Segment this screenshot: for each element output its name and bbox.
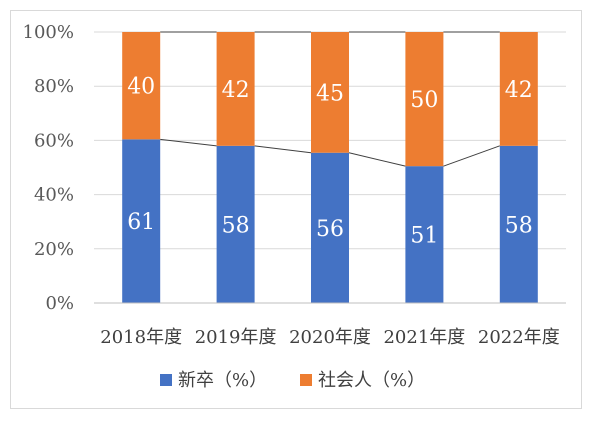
series-connector-lines — [160, 31, 500, 167]
data-label: 42 — [222, 78, 250, 103]
legend-label: 社会人（%） — [318, 370, 425, 391]
legend-label: 新卒（%） — [178, 370, 267, 391]
x-tick-label: 2020年度 — [289, 327, 371, 348]
data-label: 45 — [316, 81, 344, 106]
axes: 0% 20% 40% 60% 80% 100% 2018年度 2019年度 2020年度 2021… — [23, 22, 566, 348]
bar-segment — [216, 145, 255, 303]
bar-segment — [122, 32, 161, 140]
chart-frame — [10, 10, 582, 409]
data-label: 61 — [127, 210, 155, 235]
series-line — [160, 138, 217, 147]
bar-segment — [405, 32, 444, 167]
bar-segment — [405, 166, 444, 303]
legend: 新卒（%） 社会人（%） — [160, 370, 425, 391]
legend-swatch — [160, 374, 172, 386]
data-labels: 61 40 58 42 56 45 51 50 58 42 — [127, 75, 533, 249]
y-tick-label: 60% — [34, 130, 74, 151]
data-label: 50 — [410, 88, 438, 113]
data-label: 58 — [505, 213, 533, 238]
data-label: 56 — [316, 217, 344, 242]
bar-segment — [311, 32, 349, 153]
legend-swatch — [300, 374, 312, 386]
data-label: 42 — [505, 78, 533, 103]
bar-segment — [499, 32, 538, 146]
x-tick-label: 2019年度 — [195, 327, 277, 348]
series-line — [254, 145, 312, 154]
data-label: 51 — [410, 224, 438, 249]
data-label: 58 — [222, 213, 250, 238]
bar-segment — [122, 139, 161, 303]
y-tick-label: 20% — [34, 239, 74, 260]
bar-segment — [216, 32, 255, 146]
data-label: 40 — [127, 75, 155, 100]
x-tick-label: 2022年度 — [478, 327, 560, 348]
y-tick-label: 80% — [34, 76, 74, 97]
x-tick-label: 2021年度 — [383, 327, 465, 348]
bars — [122, 32, 538, 303]
series-line — [348, 152, 406, 167]
series-line — [443, 145, 500, 167]
y-tick-label: 40% — [34, 185, 74, 206]
x-tick-label: 2018年度 — [100, 327, 182, 348]
y-tick-label: 0% — [45, 293, 74, 314]
bar-segment — [311, 152, 349, 303]
y-tick-label: 100% — [23, 22, 74, 43]
bar-segment — [499, 145, 538, 303]
